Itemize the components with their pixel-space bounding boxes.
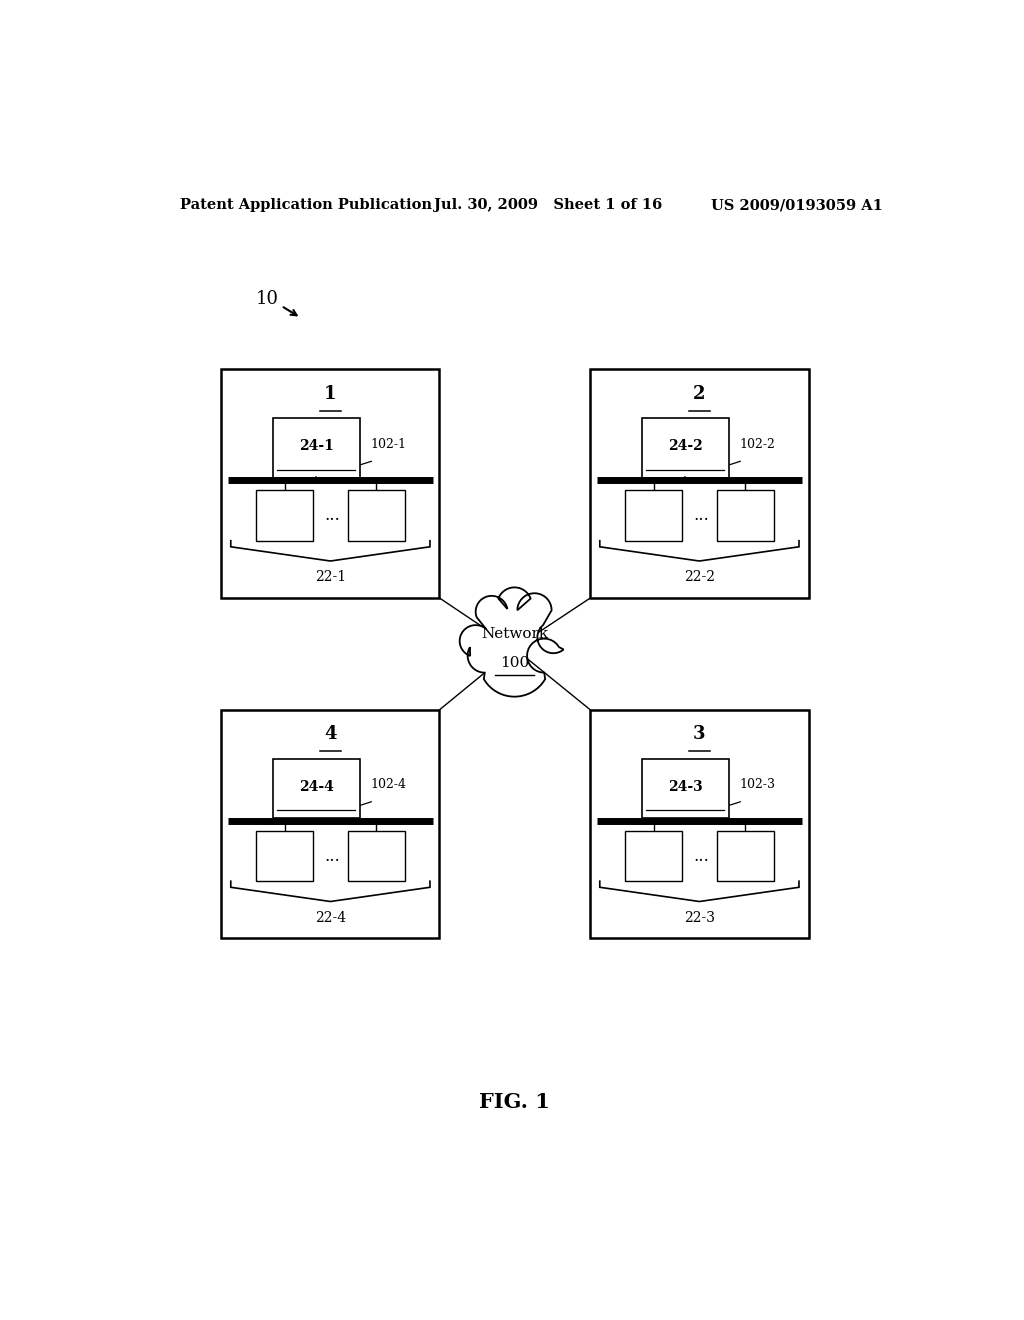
Text: 24-4: 24-4: [299, 780, 334, 793]
Text: ...: ...: [325, 507, 340, 524]
Text: US 2009/0193059 A1: US 2009/0193059 A1: [712, 198, 883, 213]
Bar: [590, 370, 809, 598]
Bar: [348, 491, 404, 541]
Text: 22-1: 22-1: [314, 570, 346, 585]
Bar: [272, 418, 359, 478]
Bar: [626, 491, 682, 541]
Text: 24-1: 24-1: [299, 440, 334, 453]
Text: 24-3: 24-3: [668, 780, 702, 793]
Text: 1: 1: [325, 384, 337, 403]
Text: 4: 4: [325, 725, 337, 743]
Bar: [642, 759, 729, 818]
Text: FIG. 1: FIG. 1: [479, 1092, 550, 1111]
Text: 102-2: 102-2: [739, 438, 775, 450]
Text: 3: 3: [693, 725, 706, 743]
Text: 100: 100: [500, 656, 529, 669]
Text: 102-3: 102-3: [739, 777, 775, 791]
Text: 22-2: 22-2: [684, 570, 715, 585]
Text: ...: ...: [325, 847, 340, 865]
Text: 2: 2: [693, 384, 706, 403]
Bar: [221, 710, 439, 939]
Bar: [221, 370, 439, 598]
Text: 102-1: 102-1: [370, 438, 407, 450]
Bar: [272, 759, 359, 818]
Text: ...: ...: [693, 847, 710, 865]
Text: 102-4: 102-4: [370, 777, 407, 791]
Bar: [717, 491, 773, 541]
Text: 24-2: 24-2: [668, 440, 702, 453]
Text: Jul. 30, 2009   Sheet 1 of 16: Jul. 30, 2009 Sheet 1 of 16: [433, 198, 662, 213]
Text: 10: 10: [255, 289, 279, 308]
Bar: [626, 830, 682, 882]
Text: 22-3: 22-3: [684, 911, 715, 925]
Polygon shape: [460, 587, 563, 697]
Bar: [590, 710, 809, 939]
Bar: [348, 830, 404, 882]
Bar: [717, 830, 773, 882]
Text: 22-4: 22-4: [314, 911, 346, 925]
Text: Patent Application Publication: Patent Application Publication: [179, 198, 431, 213]
Bar: [256, 830, 313, 882]
Bar: [256, 491, 313, 541]
Text: ...: ...: [693, 507, 710, 524]
Text: Network: Network: [481, 627, 548, 642]
Bar: [642, 418, 729, 478]
